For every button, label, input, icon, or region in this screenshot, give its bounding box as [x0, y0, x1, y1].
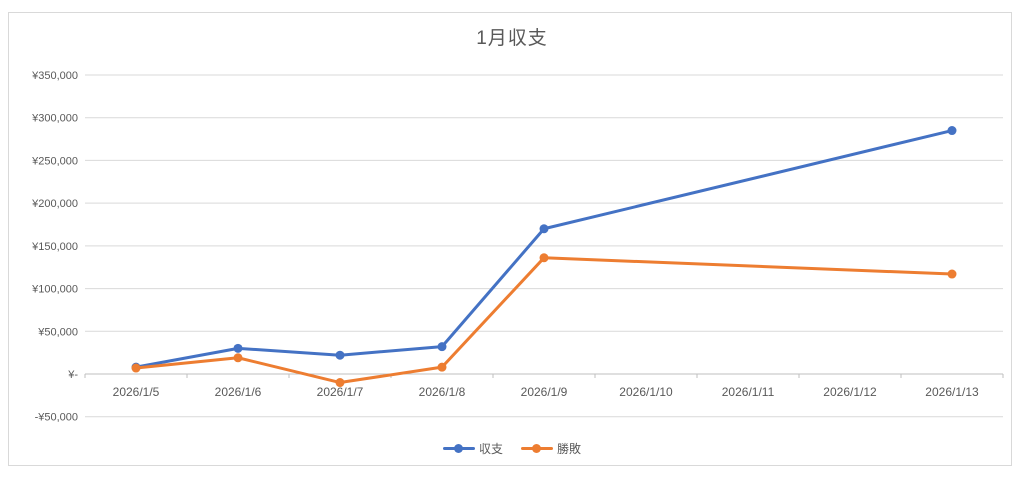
data-point[interactable] [233, 343, 243, 353]
y-axis-label: ¥300,000 [31, 113, 78, 125]
series-marker-icon [442, 443, 475, 453]
data-point[interactable] [437, 362, 447, 372]
legend-label-winloss: 勝敗 [557, 441, 582, 456]
x-axis-label: 2026/1/13 [925, 385, 979, 399]
series-line[interactable] [134, 129, 954, 369]
x-axis-label: 2026/1/10 [619, 385, 673, 399]
y-axis-label: -¥50,000 [35, 412, 78, 424]
y-axis-label: ¥250,000 [31, 155, 78, 167]
chart-title[interactable]: 1月収支 [476, 28, 548, 49]
x-axis-label: 2026/1/6 [215, 385, 262, 399]
y-axis-label: ¥150,000 [31, 241, 78, 253]
data-point[interactable] [947, 269, 957, 279]
data-point[interactable] [335, 350, 345, 360]
series-line[interactable] [134, 256, 954, 385]
y-axis-label: ¥- [67, 369, 78, 381]
x-axis-label: 2026/1/8 [419, 385, 466, 399]
legend: 収支 勝敗 [0, 439, 1024, 457]
y-axis-label: ¥350,000 [31, 70, 78, 82]
legend-item-winloss[interactable]: 勝敗 [521, 440, 581, 457]
data-point[interactable] [539, 253, 549, 263]
data-point[interactable] [131, 363, 141, 373]
x-axis-label: 2026/1/7 [317, 385, 364, 399]
chart-border [8, 12, 1012, 466]
legend-label-balance: 収支 [478, 441, 503, 456]
data-point[interactable] [233, 353, 243, 363]
x-axis-label: 2026/1/9 [521, 385, 568, 399]
y-axis-label: ¥200,000 [31, 198, 78, 210]
y-axis-label: ¥50,000 [37, 326, 78, 338]
data-point[interactable] [947, 126, 957, 136]
data-point[interactable] [437, 342, 447, 352]
x-axis-label: 2026/1/12 [823, 385, 877, 399]
series-marker-icon [521, 443, 553, 453]
data-point[interactable] [335, 378, 345, 388]
legend-item-balance[interactable]: 収支 [442, 440, 503, 457]
y-axis-label: ¥100,000 [31, 284, 78, 296]
data-point[interactable] [539, 224, 549, 234]
x-axis-label: 2026/1/11 [722, 385, 775, 399]
x-axis-label: 2026/1/5 [113, 385, 160, 399]
